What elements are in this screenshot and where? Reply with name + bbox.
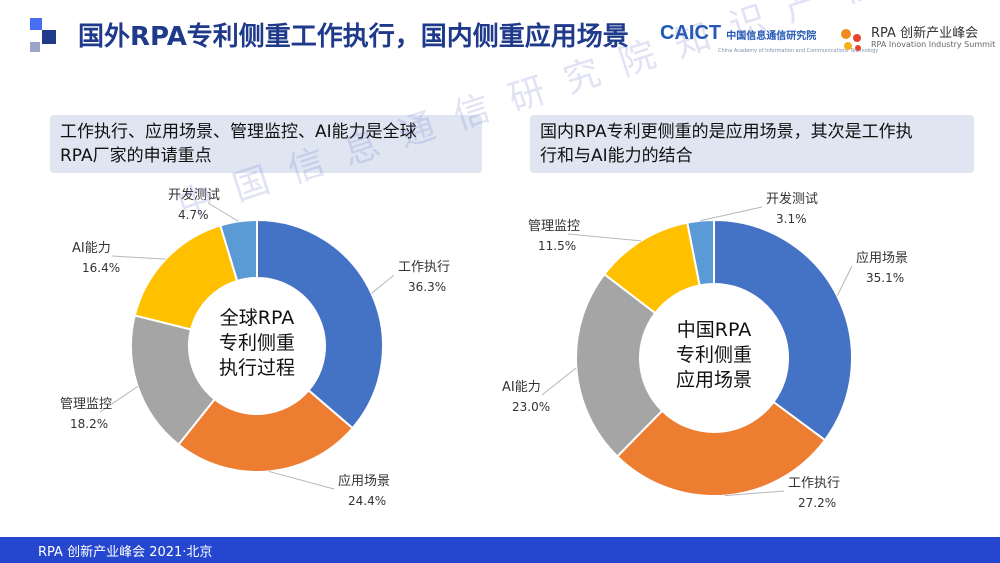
slice-value-label: 18.2% (70, 417, 108, 431)
leader-line (99, 386, 138, 413)
donut-charts: 工作执行 36.3% 应用场景 24.4% 管理监控 18.2% AI能力 16.4% 开发测试… (60, 187, 908, 510)
donut-slice (713, 218, 853, 442)
rpa-logo-icon (841, 29, 861, 51)
slice-value-label: 24.4% (348, 494, 386, 508)
slice-value-label: 36.3% (408, 280, 446, 294)
right-description-box: 国内RPA专利更侧重的是应用场景，其次是工作执 行和与AI能力的结合 (530, 115, 974, 173)
leader-line (268, 470, 335, 490)
leader-line (724, 490, 785, 497)
leader-line (836, 265, 853, 297)
right-description-line2: 行和与AI能力的结合 (540, 146, 693, 166)
slice-value-label: 16.4% (82, 261, 120, 275)
donut-center-label: 全球RPA (220, 307, 294, 329)
slice-value-label: 3.1% (776, 212, 807, 226)
slice-label: 应用场景 (338, 473, 390, 489)
left-description-line1: 工作执行、应用场景、管理监控、AI能力是全球 (60, 122, 417, 142)
leader-line (111, 255, 166, 260)
slice-label: AI能力 (72, 241, 111, 256)
donut-slice (686, 218, 715, 287)
leader-line (541, 367, 577, 396)
donut-slice (256, 218, 384, 430)
slice-label: 开发测试 (766, 191, 818, 207)
slice-label: 工作执行 (398, 260, 450, 275)
donut-center-label: 中国RPA (677, 319, 751, 341)
slice-value-label: 27.2% (798, 496, 836, 510)
slice-label: 工作执行 (788, 476, 840, 491)
rpa-logo-subtitle: RPA Inovation Industry Summit (871, 40, 996, 49)
title-accent-mark (30, 18, 56, 52)
donut-slice (615, 400, 827, 497)
left-description-line2: RPA厂家的申请重点 (60, 146, 212, 166)
slice-label: 开发测试 (168, 187, 220, 203)
donut-center-label: 执行过程 (219, 357, 295, 379)
donut-center-label: 专利侧重 (219, 332, 295, 354)
slice-label: 管理监控 (528, 219, 580, 234)
caict-logo-en: China Academy of Information and Communi… (718, 48, 879, 54)
donut-center-label: 应用场景 (676, 369, 752, 391)
donut-slice (575, 272, 664, 458)
slice-value-label: 11.5% (538, 239, 576, 253)
right-description-line1: 国内RPA专利更侧重的是应用场景，其次是工作执 (540, 122, 913, 142)
donut-center-label: 专利侧重 (676, 344, 752, 366)
page-title: 国外RPA专利侧重工作执行，国内侧重应用场景 (78, 22, 629, 52)
leader-line (567, 233, 642, 242)
caict-logo-cn: 中国信息通信研究院 (726, 31, 817, 42)
leader-line (371, 274, 395, 294)
slice-value-label: 4.7% (178, 208, 209, 222)
rpa-logo-title: RPA 创新产业峰会 (871, 26, 979, 41)
footer-text: RPA 创新产业峰会 2021·北京 (38, 545, 213, 560)
leader-line (700, 206, 763, 222)
slice-label: 管理监控 (60, 397, 112, 412)
slice-value-label: 23.0% (512, 400, 550, 414)
footer-bar: RPA 创新产业峰会 2021·北京 (0, 537, 1000, 563)
slice-value-label: 35.1% (866, 271, 904, 285)
leader-line (207, 202, 239, 222)
donut-slice (219, 218, 258, 283)
caict-logo-mark: CAICT (660, 22, 722, 44)
caict-logo: CAICT 中国信息通信研究院 China Academy of Informa… (660, 22, 878, 54)
donut-slice (177, 388, 354, 473)
left-description-box: 工作执行、应用场景、管理监控、AI能力是全球 RPA厂家的申请重点 (50, 115, 482, 173)
slice-label: AI能力 (502, 380, 541, 395)
slice-label: 应用场景 (856, 250, 908, 266)
